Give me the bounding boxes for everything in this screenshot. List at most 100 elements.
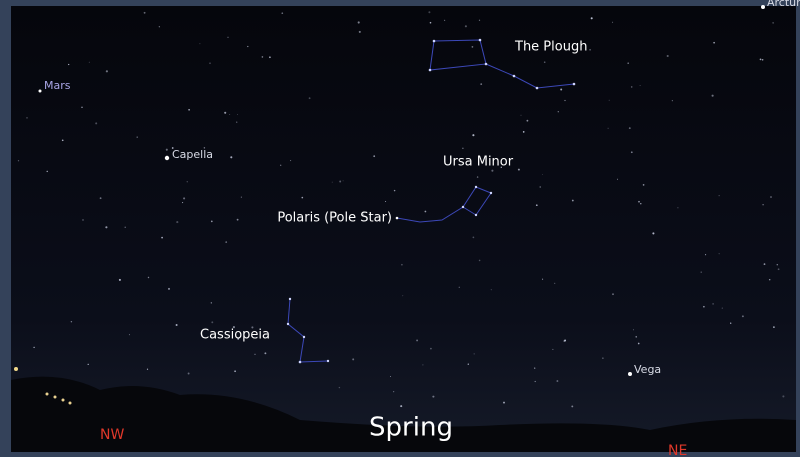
background-star — [640, 85, 641, 86]
background-star — [281, 12, 283, 14]
background-star — [473, 237, 475, 239]
background-star — [477, 176, 478, 177]
background-star — [491, 289, 492, 290]
background-star — [188, 109, 190, 111]
background-star — [544, 61, 546, 63]
background-star — [631, 151, 633, 153]
star — [513, 75, 516, 78]
background-star — [742, 315, 744, 317]
background-star — [89, 62, 90, 63]
background-star — [474, 353, 475, 354]
light — [69, 402, 72, 405]
star-label: Arcturus — [767, 0, 800, 9]
background-star — [479, 20, 480, 21]
background-star — [343, 180, 344, 181]
background-star — [772, 22, 773, 23]
background-star — [339, 181, 341, 183]
star-capella — [165, 156, 169, 160]
background-star — [182, 202, 183, 203]
star — [536, 87, 539, 90]
background-star — [229, 114, 230, 115]
star — [287, 323, 289, 325]
background-star — [425, 211, 427, 213]
sky-background — [11, 6, 796, 452]
light — [14, 367, 18, 371]
constellation-label: Cassiopeia — [200, 328, 270, 343]
background-star — [564, 340, 566, 342]
light — [54, 396, 57, 399]
background-star — [627, 62, 629, 64]
star-label: Vega — [634, 363, 661, 376]
background-star — [125, 227, 126, 228]
background-star — [444, 20, 445, 21]
constellation-label: The Plough — [514, 40, 587, 55]
background-star — [18, 160, 19, 161]
star-label: Capella — [172, 148, 213, 161]
background-star — [782, 395, 784, 397]
background-star — [254, 354, 255, 355]
background-star — [526, 120, 528, 122]
background-star — [129, 334, 130, 335]
background-star — [571, 405, 573, 407]
season-title: Spring — [369, 413, 453, 443]
background-star — [211, 221, 213, 223]
background-star — [705, 254, 706, 255]
background-star — [209, 62, 211, 64]
background-star — [762, 204, 763, 205]
light — [46, 393, 49, 396]
background-star — [161, 237, 163, 239]
background-star — [778, 268, 780, 270]
background-star — [119, 279, 121, 281]
background-star — [552, 349, 553, 350]
background-star — [95, 122, 97, 124]
background-star — [159, 26, 160, 27]
star — [429, 69, 432, 72]
background-star — [468, 364, 469, 365]
background-star — [402, 295, 403, 296]
background-star — [269, 56, 271, 58]
background-star — [71, 321, 72, 322]
background-star — [309, 97, 311, 99]
background-star — [211, 302, 212, 303]
background-star — [540, 186, 541, 187]
background-star — [773, 326, 775, 328]
background-star — [719, 253, 720, 254]
background-star — [100, 197, 102, 199]
star — [479, 39, 482, 42]
star — [475, 186, 477, 188]
background-star — [459, 287, 460, 288]
background-star — [635, 336, 636, 337]
background-star — [241, 197, 242, 198]
background-star — [652, 232, 654, 234]
background-star — [422, 364, 423, 365]
background-star — [430, 22, 432, 24]
background-star — [643, 184, 645, 186]
background-star — [480, 83, 482, 85]
background-star — [62, 139, 64, 141]
background-star — [385, 201, 386, 202]
background-star — [211, 321, 213, 323]
background-star — [373, 155, 375, 157]
background-star — [560, 89, 562, 91]
background-star — [554, 283, 555, 284]
background-star — [536, 204, 538, 206]
background-star — [609, 100, 610, 101]
background-star — [465, 25, 467, 27]
background-star — [147, 369, 148, 370]
background-star — [358, 21, 360, 23]
background-star — [393, 391, 394, 392]
background-star — [33, 347, 34, 348]
star-label: Polaris (Pole Star) — [277, 211, 392, 226]
background-star — [105, 226, 107, 228]
background-star — [176, 221, 178, 223]
page: Arcturus Mars Capella Vega Polaris (Pole… — [0, 0, 800, 457]
background-star — [769, 279, 770, 280]
background-star — [503, 402, 505, 404]
background-star — [777, 264, 778, 265]
background-star — [400, 405, 402, 407]
star — [433, 40, 436, 43]
background-star — [612, 22, 613, 23]
background-star — [187, 181, 188, 182]
background-star — [144, 12, 146, 14]
background-star — [432, 396, 434, 398]
